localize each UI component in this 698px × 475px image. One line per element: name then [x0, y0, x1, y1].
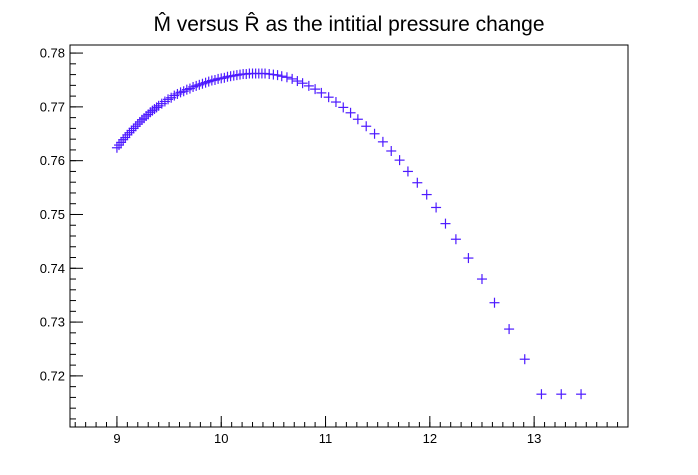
x-tick-label: 9	[113, 431, 120, 446]
data-markers	[111, 68, 587, 400]
data-point	[576, 389, 587, 400]
x-tick-label: 13	[527, 431, 541, 446]
data-point	[287, 73, 298, 84]
y-tick-label: 0.75	[40, 207, 65, 222]
data-point	[519, 354, 530, 365]
data-point	[536, 389, 547, 400]
data-point	[114, 140, 125, 151]
data-point	[132, 119, 143, 130]
data-point	[476, 274, 487, 285]
x-axis: 9 10 11 12 13	[74, 416, 629, 446]
y-tick-label: 0.73	[40, 315, 65, 330]
data-point	[316, 87, 327, 98]
data-point	[111, 142, 122, 153]
data-point	[377, 136, 388, 147]
data-point	[276, 71, 287, 82]
data-point	[128, 123, 139, 134]
data-point	[120, 132, 131, 143]
data-point	[151, 102, 162, 113]
data-point	[130, 121, 141, 132]
x-tick-label: 11	[319, 431, 333, 446]
y-tick-label: 0.72	[40, 368, 65, 383]
data-point	[440, 218, 451, 229]
data-point	[272, 70, 283, 81]
data-point	[421, 189, 432, 200]
y-tick-label: 0.76	[40, 153, 65, 168]
chart-title: M̂ versus R̂ as the intitial pressure ch…	[153, 13, 544, 36]
data-point	[386, 145, 397, 156]
data-point	[463, 253, 474, 264]
data-point	[126, 125, 137, 136]
plot-frame	[69, 44, 629, 428]
data-point	[402, 166, 413, 177]
data-point	[556, 389, 567, 400]
x-tick-label: 10	[214, 431, 228, 446]
y-tick-label: 0.74	[40, 261, 65, 276]
x-tick-label: 12	[423, 431, 437, 446]
data-point	[281, 72, 292, 83]
data-point	[303, 80, 314, 91]
data-point	[450, 234, 461, 245]
data-point	[431, 202, 442, 213]
data-point	[369, 128, 380, 139]
data-point	[504, 324, 515, 335]
data-point	[338, 102, 349, 113]
data-point	[489, 297, 500, 308]
y-axis: 0.72 0.73 0.74 0.75 0.76 0.77 0.78	[40, 46, 83, 420]
data-point	[124, 127, 135, 138]
y-tick-label: 0.77	[40, 99, 65, 114]
data-point	[118, 134, 129, 145]
data-point	[292, 76, 303, 87]
data-point	[330, 97, 341, 108]
y-tick-label: 0.78	[40, 46, 65, 61]
data-point	[116, 137, 127, 148]
data-point	[345, 107, 356, 118]
data-point	[394, 155, 405, 166]
data-point	[361, 121, 372, 132]
data-point	[122, 129, 133, 140]
data-point	[310, 84, 321, 95]
data-point	[412, 177, 423, 188]
data-point	[323, 92, 334, 103]
data-point	[297, 78, 308, 89]
data-point	[352, 114, 363, 125]
